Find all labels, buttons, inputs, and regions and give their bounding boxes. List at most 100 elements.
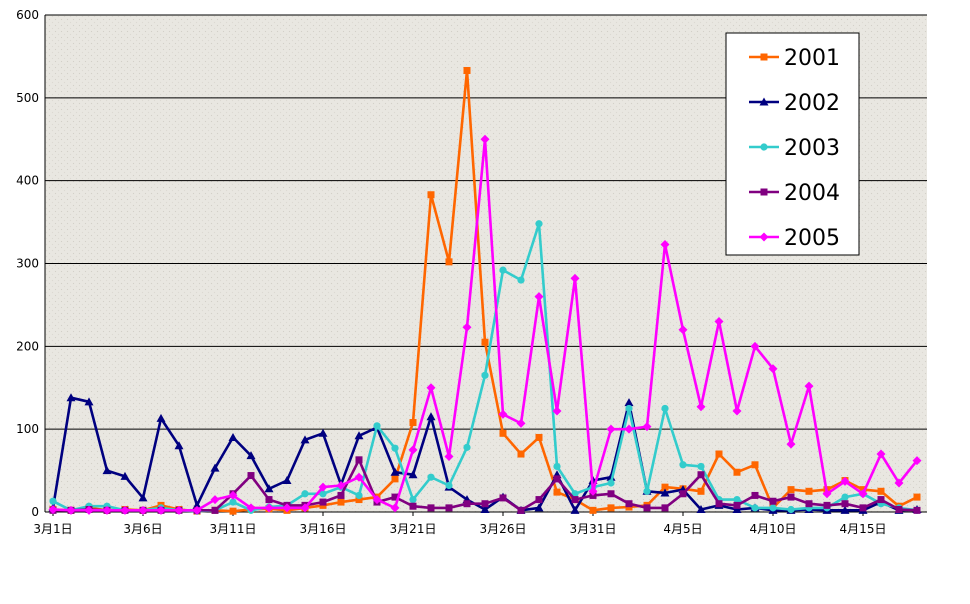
y-tick-label: 300 <box>16 257 39 271</box>
data-point-2004 <box>913 506 921 514</box>
x-tick-label: 3月31日 <box>570 522 617 536</box>
legend-item-2001: 2001 <box>749 46 840 71</box>
data-point-2005 <box>318 482 328 492</box>
data-point-2001 <box>445 258 453 266</box>
data-point-2003 <box>733 495 741 504</box>
legend: 2001 2002 2003 2004 2005 <box>725 32 860 256</box>
data-point-2005 <box>246 503 256 513</box>
data-point-2005 <box>804 381 814 391</box>
data-point-2001 <box>337 498 345 506</box>
data-point-2004 <box>643 504 651 512</box>
legend-marker <box>759 232 769 242</box>
x-tick-label: 3月1日 <box>33 522 72 536</box>
data-point-2005 <box>120 505 130 515</box>
data-point-2005 <box>84 505 94 515</box>
data-point-2004 <box>805 500 813 508</box>
data-point-2004 <box>427 504 435 512</box>
data-point-2004 <box>661 504 669 512</box>
data-point-2004 <box>319 498 327 506</box>
data-point-2003 <box>661 404 669 413</box>
data-point-2001 <box>355 496 363 504</box>
x-tick-label: 3月21日 <box>390 522 437 536</box>
data-point-2002 <box>282 476 292 485</box>
data-point-2001 <box>877 487 885 495</box>
data-point-2001 <box>805 487 813 495</box>
data-point-2003 <box>841 493 849 501</box>
y-tick-label: 500 <box>16 91 39 105</box>
data-point-2003 <box>607 479 615 487</box>
legend-marker <box>760 188 768 196</box>
data-point-2002 <box>354 431 364 440</box>
data-point-2004 <box>265 496 273 504</box>
data-point-2003 <box>679 461 687 469</box>
data-point-2002 <box>300 435 310 444</box>
data-point-2002 <box>264 484 274 493</box>
data-point-2005 <box>462 322 472 332</box>
y-axis: 0 100 200 300 400 500 600 <box>16 8 46 519</box>
data-point-2001 <box>661 483 669 491</box>
x-tick-label: 3月26日 <box>480 522 527 536</box>
data-point-2004 <box>463 500 471 508</box>
data-point-2005 <box>912 456 922 466</box>
data-point-2005 <box>228 490 238 500</box>
x-tick-label: 3月11日 <box>210 522 257 536</box>
data-point-2001 <box>913 493 921 501</box>
y-tick-label: 600 <box>16 8 39 22</box>
data-point-2005 <box>552 406 562 416</box>
data-point-2005 <box>822 489 832 499</box>
data-point-2004 <box>823 501 831 509</box>
data-point-2003 <box>409 495 417 504</box>
data-point-2001 <box>535 433 543 441</box>
data-point-2005 <box>264 503 274 513</box>
data-point-2005 <box>48 505 58 515</box>
x-tick-label: 4月15日 <box>840 522 887 536</box>
data-point-2002 <box>120 471 130 480</box>
data-point-2004 <box>337 491 345 499</box>
data-point-2005 <box>642 422 652 432</box>
data-point-2003 <box>499 266 507 274</box>
x-tick-label: 3月16日 <box>300 522 347 536</box>
data-point-2005 <box>300 503 310 513</box>
data-point-2002 <box>408 470 418 479</box>
legend-marker <box>760 143 768 151</box>
data-point-2002 <box>174 441 184 450</box>
data-point-2004 <box>499 494 507 502</box>
data-point-2001 <box>607 504 615 512</box>
data-point-2001 <box>391 475 399 483</box>
data-point-2005 <box>174 505 184 515</box>
data-point-2005 <box>768 364 778 374</box>
data-point-2003 <box>643 487 651 495</box>
data-point-2002 <box>570 505 580 514</box>
data-point-2005 <box>480 134 490 144</box>
data-point-2003 <box>535 220 543 228</box>
data-point-2002 <box>696 505 706 514</box>
data-point-2003 <box>553 462 561 471</box>
data-point-2003 <box>481 371 489 379</box>
data-point-2005 <box>678 325 688 335</box>
legend-label: 2004 <box>784 181 840 206</box>
legend-marker <box>759 97 769 106</box>
x-tick-label: 4月5日 <box>663 522 702 536</box>
y-tick-label: 400 <box>16 174 39 188</box>
data-point-2005 <box>282 503 292 513</box>
data-point-2005 <box>858 489 868 499</box>
data-point-2001 <box>463 66 471 74</box>
data-point-2004 <box>247 472 255 480</box>
data-point-2003 <box>391 444 399 452</box>
data-point-2001 <box>409 419 417 427</box>
legend-item-2004: 2004 <box>749 181 840 206</box>
data-point-2005 <box>102 505 112 515</box>
data-point-2005 <box>390 503 400 513</box>
data-point-2004 <box>751 491 759 499</box>
data-point-2003 <box>787 505 795 514</box>
data-point-2005 <box>156 505 166 515</box>
data-point-2002 <box>84 397 94 406</box>
data-point-2004 <box>859 504 867 512</box>
data-point-2005 <box>894 478 904 488</box>
data-point-2004 <box>895 506 903 514</box>
data-point-2001 <box>733 468 741 476</box>
data-point-2004 <box>607 490 615 498</box>
data-point-2004 <box>553 475 561 483</box>
data-point-2003 <box>517 276 525 284</box>
data-point-2005 <box>570 273 580 283</box>
